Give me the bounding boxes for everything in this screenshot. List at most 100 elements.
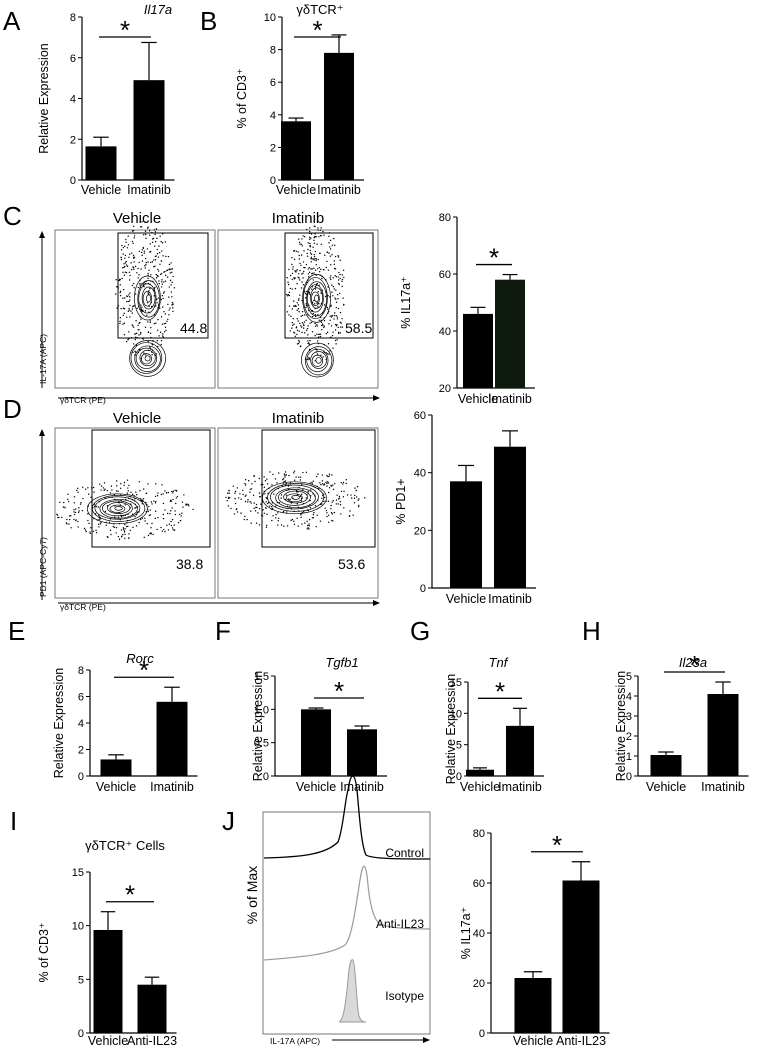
y-tick-label: 15 xyxy=(72,867,84,879)
bar-chart-b: 0 2 4 6 8 10 Vehicle Imatinib % of CD3⁺ γδTCR⁺* xyxy=(235,2,364,197)
significance-star: * xyxy=(689,650,699,680)
panel-letter-b: B xyxy=(200,6,217,36)
panel-letter-g: G xyxy=(410,616,430,646)
flow-d-right-frame xyxy=(217,427,379,599)
y-tick-label: 5 xyxy=(78,974,84,986)
flow-d-left-gate xyxy=(91,429,211,548)
flow-c-left-contour-upper xyxy=(137,280,160,318)
bar-anti-il23 xyxy=(137,984,167,1033)
bar-vehicle xyxy=(650,755,682,776)
flow-d-y-label: PD1 (APC-Cy7) xyxy=(38,537,48,597)
panel-letter-a: A xyxy=(3,6,21,36)
y-axis-label: % of CD3⁺ xyxy=(37,922,51,982)
chart-title: Rorc xyxy=(126,651,154,666)
y-tick-label: 40 xyxy=(439,326,451,338)
bar-anti-il23 xyxy=(562,880,600,1033)
bar-vehicle xyxy=(466,769,494,776)
bar-imatinib xyxy=(324,52,354,180)
histogram-y-label: % of Max xyxy=(244,866,260,924)
flow-c-right-contour-lower xyxy=(315,357,322,364)
category-label: Vehicle xyxy=(446,592,486,606)
flow-c-left-value: 44.8 xyxy=(180,320,207,336)
flow-d-left-contour xyxy=(102,500,133,517)
chart-title: Tgfb1 xyxy=(325,655,358,670)
panel-letter-d: D xyxy=(3,394,22,424)
bar-chart-f: 0 0.5 1.0 1.5 Vehicle Imatinib Relative Expres… xyxy=(251,655,387,794)
flow-d-left-title: Vehicle xyxy=(113,410,161,427)
y-tick-label: 20 xyxy=(414,525,426,537)
category-label: Imatinib xyxy=(317,183,361,197)
bar-chart-e: 0 2 4 6 8 Vehicle Imatinib Relative Expression R… xyxy=(52,651,198,794)
y-tick-label: 60 xyxy=(414,410,426,422)
flow-d-left-value: 38.8 xyxy=(176,556,203,572)
flow-panel-d: Vehicle Imatinib 38.8 53.6 PD1 (APC-Cy7)… xyxy=(38,410,380,612)
histogram-x-label: IL-17A (APC) xyxy=(270,1036,320,1046)
y-tick-label: 8 xyxy=(70,12,76,24)
significance-star: * xyxy=(139,655,149,685)
y-tick-label: 1.5 xyxy=(254,671,269,683)
y-tick-label: 6 xyxy=(78,692,84,704)
bar-imatinib xyxy=(506,725,534,776)
y-tick-label: 4 xyxy=(78,718,84,730)
y-tick-label: 2 xyxy=(70,134,76,146)
flow-d-x-label: γδTCR (PE) xyxy=(60,602,106,612)
category-label: Vehicle xyxy=(646,780,686,794)
flow-c-left-frame xyxy=(54,229,216,389)
flow-c-left-title: Vehicle xyxy=(113,210,161,227)
flow-c-left-contour-lower xyxy=(135,347,158,370)
flow-d-left-contour xyxy=(106,502,131,514)
y-tick-label: 8 xyxy=(78,665,84,677)
significance-star: * xyxy=(495,676,505,706)
bar-imatinib xyxy=(156,701,188,776)
flow-d-left-contour xyxy=(114,506,123,511)
category-label: Imatinib xyxy=(488,392,532,406)
y-tick-label: 10 xyxy=(264,12,276,24)
category-label: Anti-IL23 xyxy=(556,1034,606,1048)
y-tick-label: 0 xyxy=(626,771,632,783)
flow-c-right-value: 58.5 xyxy=(345,320,372,336)
y-axis-label: Relative Expression xyxy=(444,674,458,785)
flow-c-right-contour-lower xyxy=(310,351,327,369)
bar-vehicle xyxy=(93,929,123,1033)
flow-c-left-contour-lower xyxy=(130,342,163,374)
y-tick-label: 10 xyxy=(450,708,462,720)
flow-c-right-gate xyxy=(284,232,374,339)
y-tick-label: 4 xyxy=(270,110,276,122)
panel-letter-h: H xyxy=(582,616,601,646)
panel-letter-i: I xyxy=(10,806,17,836)
isotype-histogram xyxy=(338,959,367,1023)
bar-imatinib xyxy=(494,446,526,588)
bar-vehicle xyxy=(100,759,132,776)
flow-c-right-contour-upper xyxy=(302,274,331,323)
category-label: Imatinib xyxy=(340,780,384,794)
bar-imatinib xyxy=(133,80,165,180)
flow-d-right-contour xyxy=(278,489,311,506)
flow-c-right-contour-lower xyxy=(304,346,333,376)
y-axis-label: Relative Expression xyxy=(251,671,265,782)
y-tick-label: 60 xyxy=(439,269,451,281)
category-label: Anti-IL23 xyxy=(127,1034,177,1048)
flow-c-right-contour-lower xyxy=(306,348,329,373)
y-tick-label: 4 xyxy=(626,691,632,703)
y-tick-label: 40 xyxy=(414,468,426,480)
y-tick-label: 40 xyxy=(473,928,485,940)
category-label: Imatinib xyxy=(150,780,194,794)
flow-c-left-contour-upper xyxy=(138,283,157,314)
significance-star: * xyxy=(334,676,344,706)
histogram-x-arrowhead xyxy=(423,1037,430,1043)
y-tick-label: 5 xyxy=(456,740,462,752)
histogram-frame xyxy=(262,811,431,1035)
flow-d-right-contour xyxy=(275,487,316,509)
bar-imatinib xyxy=(495,279,525,388)
y-tick-label: 20 xyxy=(439,383,451,395)
y-tick-label: 60 xyxy=(473,878,485,890)
flow-c-left-contour-lower xyxy=(134,345,161,373)
significance-star: * xyxy=(552,830,562,860)
flow-d-right-title: Imatinib xyxy=(272,410,325,427)
flow-c-x-arrowhead xyxy=(373,395,380,401)
flow-d-right-value: 53.6 xyxy=(338,556,365,572)
y-tick-label: 0 xyxy=(78,771,84,783)
bar-vehicle xyxy=(450,481,482,588)
y-tick-label: 5 xyxy=(626,671,632,683)
